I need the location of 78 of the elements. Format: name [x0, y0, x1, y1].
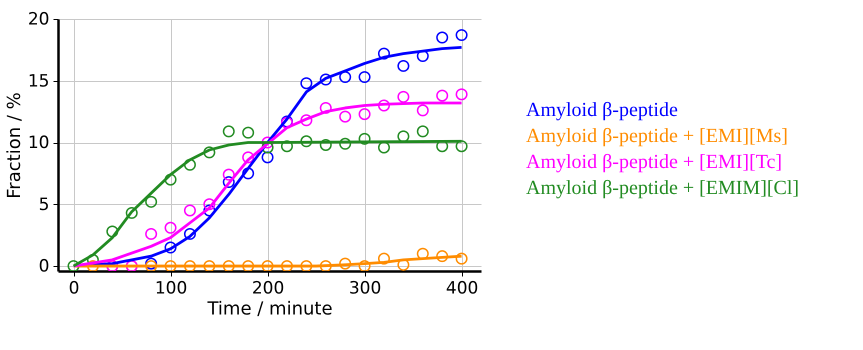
point: [358, 132, 371, 145]
point: [300, 260, 312, 271]
point: [436, 250, 448, 262]
x-axis-title: Time / minute: [206, 298, 333, 320]
point: [164, 174, 177, 186]
point: [416, 104, 429, 116]
point: [300, 114, 312, 126]
point: [126, 206, 138, 219]
point: [320, 139, 332, 151]
point: [320, 74, 332, 86]
text: Amyloid β-peptide + [EMIM][Cl]: [526, 177, 800, 199]
point: [242, 167, 254, 180]
point: [222, 125, 235, 138]
point: [378, 48, 390, 60]
text: Amyloid β-peptide + [EMI][Ms]: [526, 125, 788, 147]
point: [145, 228, 158, 240]
point: [378, 99, 390, 112]
y-tick-label: 0: [38, 256, 50, 277]
point: [164, 222, 177, 234]
point: [184, 158, 196, 171]
point: [339, 71, 352, 84]
point: [397, 90, 410, 103]
point: [262, 260, 274, 271]
text: Amyloid β-peptide + [EMI][Tc]: [526, 151, 782, 173]
point: [106, 225, 118, 238]
point: [164, 260, 177, 271]
point: [242, 151, 254, 164]
point: [436, 32, 448, 44]
y-tick-label: 20: [28, 10, 50, 30]
point: [262, 151, 274, 164]
point: [339, 258, 352, 270]
point: [456, 29, 468, 42]
point: [300, 77, 312, 90]
point: [300, 135, 312, 148]
point: [203, 198, 216, 210]
x-tick-label: 200: [252, 278, 284, 298]
point: [184, 260, 196, 271]
point: [184, 204, 196, 216]
point: [339, 110, 352, 123]
point: [164, 242, 177, 254]
point: [242, 260, 254, 271]
point: [456, 88, 468, 100]
point: [378, 252, 390, 265]
y-tick-label: 15: [28, 71, 50, 92]
point: [203, 260, 216, 271]
x-tick-label: 300: [348, 278, 382, 298]
point: [145, 258, 158, 270]
point: [242, 126, 254, 139]
point: [436, 90, 448, 102]
point: [145, 260, 158, 271]
point: [203, 146, 216, 158]
point: [397, 60, 410, 72]
point: [416, 125, 429, 138]
point: [222, 176, 235, 188]
point: [68, 260, 80, 271]
point: [416, 248, 429, 260]
y-tick-label: 10: [28, 133, 50, 154]
point: [145, 196, 158, 208]
text: Amyloid β-peptide: [526, 99, 678, 121]
point: [320, 102, 332, 114]
y-axis-title: Fraction / %: [4, 92, 25, 199]
x-tick-label: 400: [446, 278, 478, 298]
point: [339, 138, 352, 150]
point: [358, 71, 371, 84]
x-tick-label: 0: [68, 278, 80, 298]
point: [222, 260, 235, 271]
point: [320, 260, 332, 271]
point: [280, 260, 293, 271]
point: [184, 228, 196, 240]
point: [456, 140, 468, 152]
x-tick-label: 100: [154, 278, 188, 298]
point: [222, 168, 235, 181]
point: [358, 260, 371, 271]
y-tick-label: 5: [38, 194, 50, 215]
point: [358, 108, 371, 120]
point: [280, 140, 293, 152]
point: [262, 136, 274, 149]
point: [456, 252, 468, 265]
